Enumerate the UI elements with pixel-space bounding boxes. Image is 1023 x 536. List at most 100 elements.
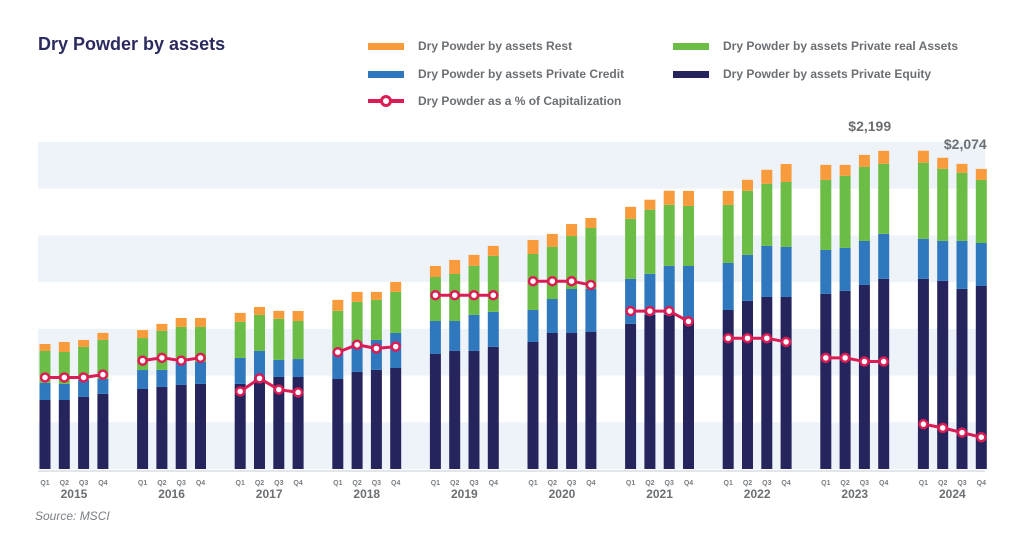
pct-line-segment (142, 356, 201, 363)
bar-segment-rest (195, 317, 206, 327)
bar-segment-pc (956, 240, 968, 289)
bar-segment-ra (351, 301, 363, 342)
bar-segment-pc (39, 382, 51, 400)
x-tick-quarter: Q3 (860, 480, 869, 487)
bar-segment-ra (273, 318, 285, 360)
bar-segment-ra (370, 299, 382, 340)
bar-segment-pe (644, 314, 656, 469)
pct-line-point (371, 343, 382, 354)
legend-item-capitalization-pct: Dry Powder as a % of Capitalization (368, 94, 621, 108)
x-tick-quarter: Q3 (469, 480, 478, 487)
legend-item-rest: Dry Powder by assets Rest (368, 39, 572, 53)
bar-segment-pe (858, 284, 870, 469)
bar-segment-rest (273, 310, 285, 319)
bar-segment-pc (878, 233, 890, 279)
pct-line-segment (533, 279, 592, 287)
bar-segment-ra (234, 321, 246, 358)
pct-line-point (547, 275, 558, 287)
bar-segment-ra (58, 351, 70, 384)
bar-segment-rest (820, 164, 832, 180)
x-tick-quarter: Q1 (138, 480, 147, 487)
bar-segment-pe (975, 285, 987, 469)
x-tick-year: 2016 (158, 487, 185, 501)
legend-label-private-equity: Dry Powder by assets Private Equity (723, 67, 932, 81)
bar-segment-rest (858, 154, 870, 167)
bar-segment-rest (351, 291, 363, 302)
bar-segment-pc (546, 298, 558, 333)
bar-segment-pc (722, 262, 734, 310)
bar-segment-pe (820, 293, 832, 469)
bar-segment-rest (937, 157, 949, 169)
pct-line-point (683, 316, 694, 327)
bar-segment-rest (254, 306, 265, 315)
bar-segment-pe (683, 319, 694, 469)
bar-segment-pe (78, 396, 90, 469)
x-tick-quarter: Q4 (489, 480, 498, 487)
pct-line-point (878, 356, 889, 367)
pct-line-segment (923, 422, 982, 439)
x-tick-quarter: Q4 (391, 480, 400, 487)
bar-segment-pc (254, 350, 265, 377)
bar-segment-pc (566, 289, 578, 333)
legend-label-private-credit: Dry Powder by assets Private Credit (418, 67, 625, 81)
bar-segment-pe (527, 341, 539, 469)
bar-segment-rest (566, 224, 578, 237)
bar-segment-pe (234, 383, 246, 469)
bar-segment-pc (644, 273, 656, 315)
bar-segment-ra (39, 350, 51, 383)
bar-segment-pe (937, 280, 949, 469)
pct-line-point (625, 305, 636, 317)
pct-line-point (976, 431, 987, 443)
bar-segment-rest (97, 332, 109, 340)
bar-segment-pe (956, 288, 968, 469)
bar-segment-ra (975, 179, 987, 243)
bar-segment-pc (585, 289, 597, 332)
pct-line-point (761, 332, 773, 344)
x-tick-quarter: Q2 (352, 480, 361, 487)
pct-line-segment (239, 376, 299, 394)
x-tick-year: 2021 (646, 487, 673, 501)
bar-segment-ra (722, 204, 734, 263)
bar-segment-rest (429, 265, 441, 277)
total-annotation: $2,199 (848, 118, 891, 134)
pct-line-segment (825, 356, 884, 364)
bar-segment-pe (722, 309, 734, 469)
bar-segment-rest (137, 330, 149, 339)
pct-line-point (449, 289, 460, 301)
bar-segment-pe (585, 331, 597, 469)
pct-line-point (175, 355, 187, 366)
bar-segment-rest (292, 310, 304, 321)
bar-segment-pc (761, 245, 773, 297)
bar-segment-ra (292, 320, 304, 360)
bar-segment-pc (839, 247, 851, 291)
bar-segment-rest (234, 312, 246, 322)
pct-line-point (918, 418, 929, 430)
bar-segment-rest (390, 281, 402, 292)
bar-segment-ra (487, 255, 499, 312)
bar-segment-pc (625, 278, 637, 324)
bar-segment-rest (39, 343, 51, 351)
x-tick-quarter: Q1 (431, 480, 440, 487)
bar-segment-pe (195, 383, 206, 469)
bar-segment-rest (956, 163, 968, 173)
total-annotation: $2,074 (944, 136, 987, 152)
x-tick-quarter: Q1 (626, 480, 635, 487)
bar-segment-pc (468, 314, 480, 351)
bar-segment-pe (780, 296, 792, 469)
legend-label-rest: Dry Powder by assets Rest (418, 39, 573, 53)
x-tick-year: 2015 (61, 487, 88, 501)
bar-segment-pe (292, 376, 304, 469)
bar-segment-pc (487, 311, 499, 347)
pct-line-point (468, 289, 480, 301)
bar-segment-ra (683, 205, 694, 266)
pct-line-point (254, 373, 265, 384)
bar-segment-pe (546, 332, 558, 469)
bar-segment-pe (137, 388, 149, 469)
bar-segment-pe (58, 399, 70, 469)
bar-segment-pc (449, 320, 461, 351)
pct-line-segment (728, 336, 787, 344)
bar-segment-pc (78, 379, 90, 397)
bar-segment-pe (468, 350, 480, 469)
bar-segment-pc (429, 320, 441, 354)
